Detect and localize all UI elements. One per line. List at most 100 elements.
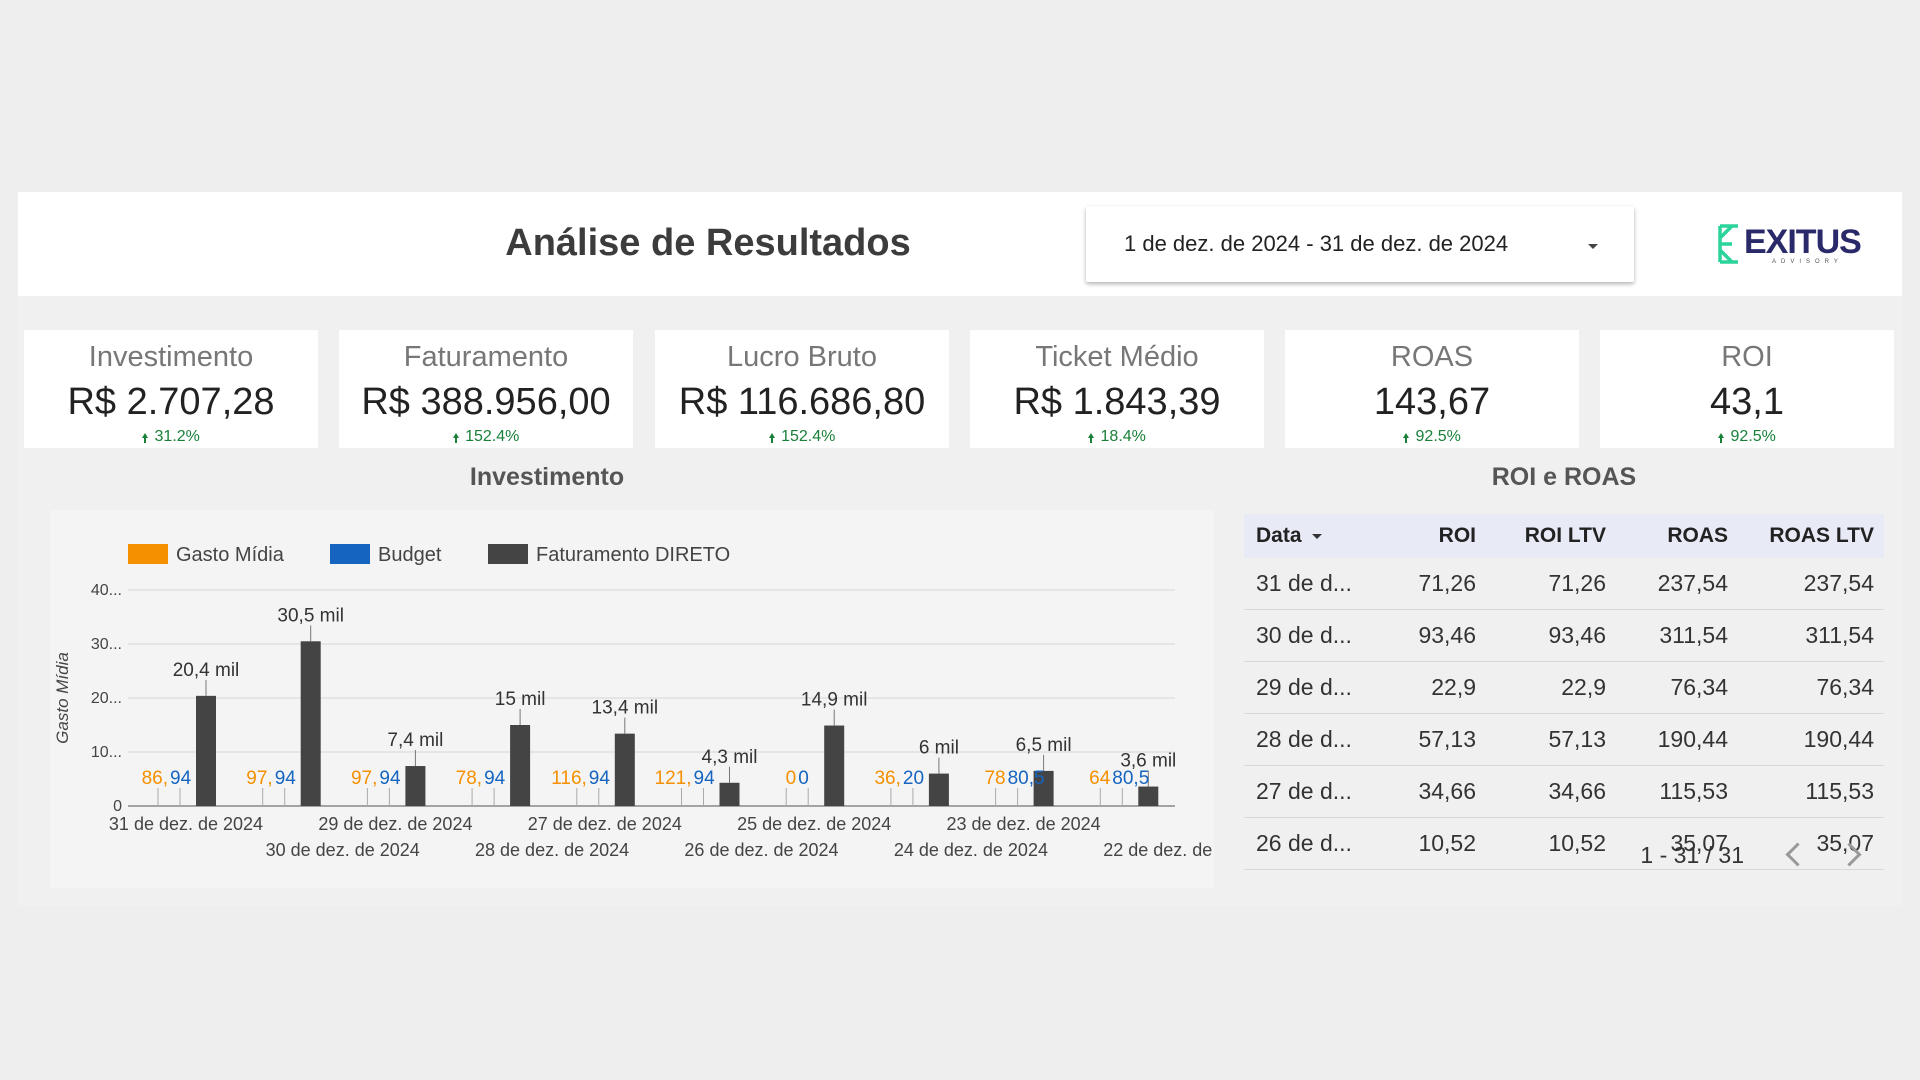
kpi-delta-value: 152.4%: [781, 428, 836, 445]
x-tick-label: 30 de dez. de 2024: [266, 840, 420, 860]
bar-faturamento-direto: [614, 733, 635, 806]
data-label-faturamento: 13,4 mil: [592, 698, 659, 719]
legend-label: Budget: [378, 544, 442, 566]
table-row[interactable]: 29 de d... 22,9 22,9 76,34 76,34: [1244, 662, 1884, 714]
kpi-label: Ticket Médio: [1035, 341, 1199, 373]
table-cell: 237,54: [1657, 570, 1728, 596]
column-header-data[interactable]: Data: [1256, 514, 1376, 558]
chevron-left-icon[interactable]: [1785, 842, 1810, 867]
table-cell: 35,07: [1670, 830, 1728, 856]
data-label-faturamento: 4,3 mil: [702, 747, 758, 768]
chevron-right-icon[interactable]: [1837, 842, 1862, 867]
kpi-delta-value: 18.4%: [1100, 428, 1146, 445]
y-axis-label: Gasto Mídia: [53, 652, 72, 744]
table-cell: 34,66: [1418, 778, 1476, 804]
kpi-value: R$ 116.686,80: [678, 381, 926, 423]
y-tick-label: 20...: [91, 690, 122, 707]
kpi-label: ROAS: [1390, 341, 1474, 373]
column-header-roi-ltv[interactable]: ROI LTV: [1524, 524, 1606, 547]
bar-faturamento-direto: [1138, 786, 1159, 806]
data-label-gasto-midia: 64: [1089, 768, 1111, 789]
data-label-gasto-midia: 97,: [246, 768, 272, 789]
arrow-up-icon: [1403, 433, 1410, 444]
table-cell: 190,44: [1803, 726, 1874, 752]
table-cell: 93,46: [1548, 622, 1606, 648]
table-cell: 76,34: [1670, 674, 1728, 700]
legend-swatch: [488, 544, 528, 564]
table-cell: 10,52: [1548, 830, 1606, 856]
table-cell: 27 de d...: [1256, 778, 1352, 804]
kpi-value: 43,1: [1710, 381, 1784, 423]
kpi-card-lucro-bruto: Lucro Bruto R$ 116.686,80 152.4%: [655, 330, 949, 448]
table-cell: 57,13: [1418, 726, 1476, 752]
data-label-gasto-midia: 36,: [874, 768, 900, 789]
table-cell: 22,9: [1561, 674, 1606, 700]
data-label-gasto-midia: 97,: [351, 768, 377, 789]
kpi-delta-value: 31.2%: [154, 428, 200, 445]
table-cell: 71,26: [1548, 570, 1606, 596]
investimento-chart-svg: 0 10... 20... 30... 40... Gasto Mídia Gasto Mí…: [53, 544, 1214, 860]
data-label-budget: 94: [379, 768, 401, 789]
data-label-gasto-midia: 86,: [142, 768, 168, 789]
kpi-card-investimento: Investimento R$ 2.707,28 31.2%: [24, 330, 318, 448]
table-section-title: ROI e ROAS: [1491, 463, 1637, 491]
arrow-up-icon: [1718, 433, 1725, 444]
table-cell: 115,53: [1659, 778, 1728, 804]
table-cell: 311,54: [1805, 622, 1874, 648]
sort-desc-icon: [1311, 533, 1322, 539]
kpi-delta-value: 92.5%: [1415, 428, 1461, 445]
legend-swatch: [128, 544, 168, 564]
bar-faturamento-direto: [824, 725, 845, 806]
table-cell: 31 de d...: [1256, 570, 1352, 596]
data-label-budget: 94: [484, 768, 506, 789]
data-label-budget: 94: [275, 768, 297, 789]
table-row[interactable]: 30 de d... 93,46 93,46 311,54 311,54: [1244, 610, 1884, 662]
table-cell: 115,53: [1805, 778, 1874, 804]
x-tick-label: 26 de dez. de 2024: [684, 840, 838, 860]
legend-swatch: [330, 544, 370, 564]
bar-faturamento-direto: [300, 641, 321, 806]
data-label-budget: 0: [798, 768, 809, 789]
legend-label: Faturamento DIRETO: [536, 544, 730, 566]
x-tick-label: 22 de dez. de 2024: [1103, 840, 1214, 860]
table-cell: 76,34: [1816, 674, 1874, 700]
chart-section-title: Investimento: [469, 463, 625, 491]
kpi-label: ROI: [1721, 341, 1773, 373]
logo-text: EXITUS: [1744, 223, 1862, 261]
column-header-roas-ltv[interactable]: ROAS LTV: [1769, 524, 1874, 547]
kpi-card-roi: ROI 43,1 92.5%: [1600, 330, 1894, 448]
date-range-picker[interactable]: 1 de dez. de 2024 - 31 de dez. de 2024: [1086, 206, 1634, 282]
column-header-roi[interactable]: ROI: [1438, 524, 1476, 547]
table-row[interactable]: 31 de d... 71,26 71,26 237,54 237,54: [1244, 558, 1884, 610]
investimento-chart: 0 10... 20... 30... 40... Gasto Mídia Gasto Mí…: [50, 510, 1214, 888]
x-tick-label: 23 de dez. de 2024: [947, 814, 1101, 834]
kpi-value: 143,67: [1373, 381, 1491, 423]
x-tick-label: 31 de dez. de 2024: [109, 814, 263, 834]
kpi-card-faturamento: Faturamento R$ 388.956,00 152.4%: [339, 330, 633, 448]
kpi-label: Faturamento: [403, 341, 569, 373]
y-tick-label: 10...: [91, 744, 122, 761]
data-label-faturamento: 15 mil: [495, 689, 546, 710]
kpi-delta: 152.4%: [339, 428, 633, 446]
kpi-delta-value: 92.5%: [1730, 428, 1776, 445]
table-row[interactable]: 27 de d... 34,66 34,66 115,53 115,53: [1244, 766, 1884, 818]
data-label-gasto-midia: 0: [786, 768, 797, 789]
date-range-text: 1 de dez. de 2024 - 31 de dez. de 2024: [1124, 231, 1509, 256]
data-label-faturamento: 14,9 mil: [801, 690, 868, 711]
column-header-roas[interactable]: ROAS: [1667, 524, 1728, 547]
bar-faturamento-direto: [510, 725, 531, 806]
table-cell: 71,26: [1418, 570, 1476, 596]
table-cell: 34,66: [1548, 778, 1606, 804]
data-label-gasto-midia: 78,: [456, 768, 482, 789]
kpi-card-ticket-medio: Ticket Médio R$ 1.843,39 18.4%: [970, 330, 1264, 448]
table-row[interactable]: 26 de d... 10,52 10,52 35,07 35,07: [1244, 818, 1884, 870]
y-tick-label: 30...: [91, 636, 122, 653]
roi-roas-table: Data ROI ROI LTV ROAS ROAS LTV 31 de d..…: [1244, 514, 1884, 894]
data-label-faturamento: 3,6 mil: [1120, 751, 1176, 772]
table-cell: 237,54: [1803, 570, 1874, 596]
data-label-gasto-midia: 78: [984, 768, 1005, 789]
data-label-budget: 94: [170, 768, 192, 789]
table-row[interactable]: 28 de d... 57,13 57,13 190,44 190,44: [1244, 714, 1884, 766]
table-cell: 10,52: [1418, 830, 1476, 856]
kpi-delta-value: 152.4%: [465, 428, 520, 445]
